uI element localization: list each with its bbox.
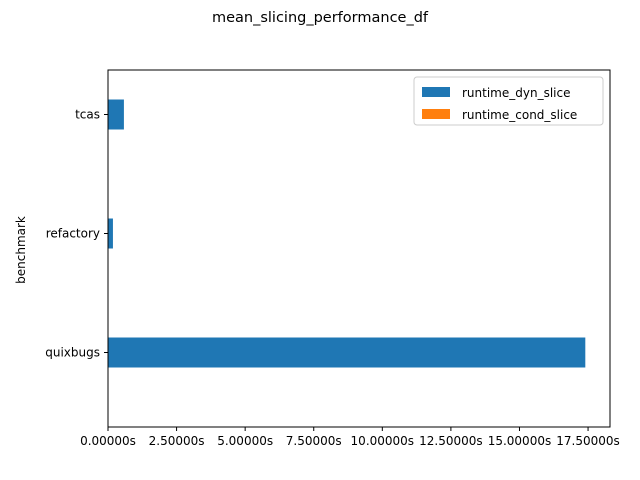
x-tick-label-4: 10.00000s xyxy=(351,434,415,448)
plot-area xyxy=(107,69,611,428)
legend-box xyxy=(413,76,604,126)
legend-label-runtime_dyn_slice: runtime_dyn_slice xyxy=(462,86,570,100)
x-tick-label-6: 15.00000s xyxy=(488,434,552,448)
y-axis-label: benchmark xyxy=(14,216,28,284)
bar-runtime_dyn_slice-quixbugs xyxy=(108,337,586,368)
legend-label-runtime_cond_slice: runtime_cond_slice xyxy=(462,108,577,122)
chart-title: mean_slicing_performance_df xyxy=(212,10,429,26)
y-tick-label-quixbugs: quixbugs xyxy=(45,346,100,360)
x-tick-label-0: 0.00000s xyxy=(80,434,136,448)
axes-frame xyxy=(107,69,611,428)
x-tick-label-3: 7.50000s xyxy=(286,434,342,448)
y-tick-label-refactory: refactory xyxy=(46,227,100,241)
y-tick-label-tcas: tcas xyxy=(75,108,100,122)
x-tick-label-7: 17.50000s xyxy=(556,434,620,448)
legend: runtime_dyn_slice runtime_cond_slice xyxy=(413,76,604,126)
legend-swatch-runtime_dyn_slice xyxy=(422,87,450,97)
x-axis: 0.00000s 2.50000s 5.00000s 7.50000s 10.00000… xyxy=(80,427,620,448)
bar-runtime_dyn_slice-refactory xyxy=(108,218,113,249)
legend-swatch-runtime_cond_slice xyxy=(422,109,450,119)
x-tick-label-1: 2.50000s xyxy=(149,434,205,448)
x-tick-label-2: 5.00000s xyxy=(217,434,273,448)
x-tick-label-5: 12.50000s xyxy=(419,434,483,448)
bar-runtime_dyn_slice-tcas xyxy=(108,99,124,130)
y-axis: quixbugs refactory tcas xyxy=(45,108,108,360)
